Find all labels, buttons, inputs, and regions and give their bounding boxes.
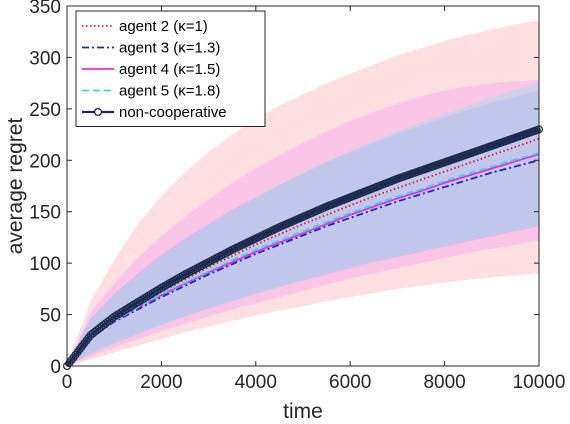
y-axis-title: average regret: [4, 118, 27, 255]
plot-frame: [66, 5, 540, 367]
legend-entry: agent 5 (κ=1.8): [119, 83, 220, 100]
legend-entry: non-cooperative: [119, 104, 227, 121]
band-agent-3-1-3: [67, 90, 539, 366]
x-tick-label: 4000: [235, 372, 277, 393]
y-tick-label: 250: [29, 100, 61, 121]
band-agent-4-1-5: [67, 80, 539, 367]
x-tick-label: 10000: [513, 372, 566, 393]
x-tick-label: 8000: [423, 372, 465, 393]
y-tick-label: 100: [29, 254, 61, 275]
y-tick-label: 300: [29, 48, 61, 69]
y-tick-label: 200: [29, 151, 61, 172]
y-tick-label: 150: [29, 203, 61, 224]
y-tick-label: 50: [40, 306, 61, 327]
line-agent-5-1-8: [66, 152, 540, 367]
axes: [66, 5, 540, 367]
line-agent-3-1-3: [66, 159, 540, 367]
legend-marker: [93, 107, 103, 117]
series-lines: [62, 125, 544, 371]
y-tick-label: 0: [50, 357, 61, 378]
tick-labels: 0 2000 4000 6000 8000 10000 0 50 100 150 200 250 300…: [29, 0, 565, 393]
legend-entry: agent 4 (κ=1.5): [119, 61, 220, 78]
band-agent-5-1-8: [67, 82, 539, 366]
x-tick-label: 2000: [140, 372, 182, 393]
x-tick-label: 0: [62, 372, 73, 393]
x-tick-label: 6000: [329, 372, 371, 393]
legend-entry: agent 2 (κ=1): [119, 18, 208, 35]
x-axis-title: time: [283, 400, 323, 423]
y-tick-label: 350: [29, 0, 61, 18]
legend: agent 2 (κ=1) agent 3 (κ=1.3) agent 4 (κ=1…: [75, 10, 266, 127]
legend-entry: agent 3 (κ=1.3): [119, 40, 220, 57]
